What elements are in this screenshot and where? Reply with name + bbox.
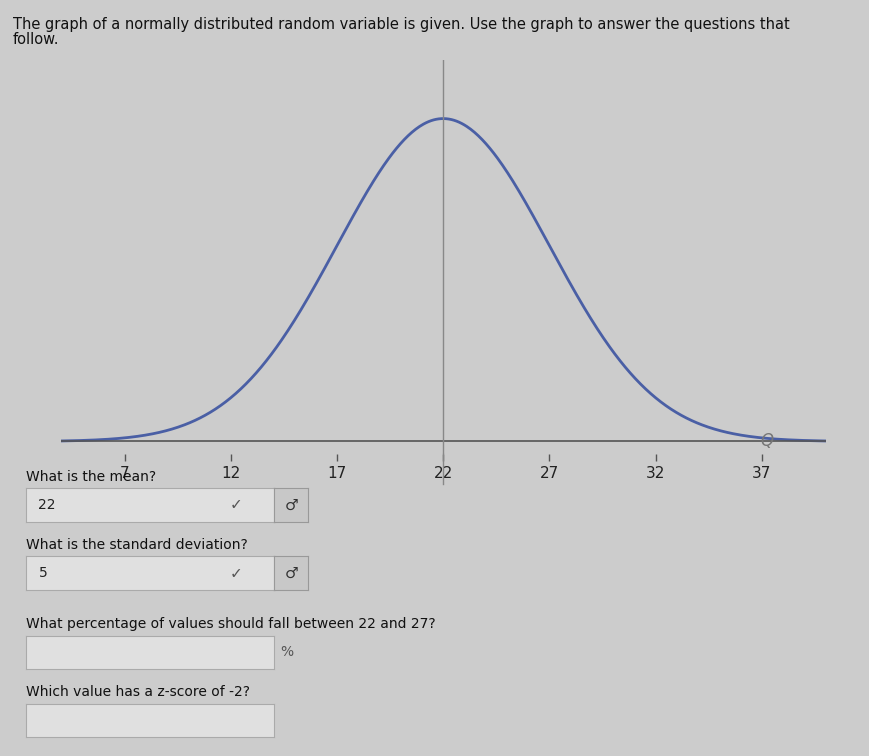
Text: ✓: ✓	[230, 565, 243, 581]
Text: 22: 22	[38, 498, 56, 512]
Text: Which value has a z-score of -2?: Which value has a z-score of -2?	[26, 685, 250, 699]
Text: What is the standard deviation?: What is the standard deviation?	[26, 538, 248, 552]
Text: What is the mean?: What is the mean?	[26, 469, 156, 484]
Text: follow.: follow.	[13, 32, 60, 47]
Text: The graph of a normally distributed random variable is given. Use the graph to a: The graph of a normally distributed rand…	[13, 17, 790, 32]
Text: ✓: ✓	[230, 497, 243, 513]
Text: What percentage of values should fall between 22 and 27?: What percentage of values should fall be…	[26, 617, 435, 631]
Text: 5: 5	[38, 566, 47, 580]
Text: %: %	[281, 646, 294, 659]
Text: ♂: ♂	[284, 565, 298, 581]
Text: ♂: ♂	[284, 497, 298, 513]
Text: Q: Q	[760, 432, 773, 450]
